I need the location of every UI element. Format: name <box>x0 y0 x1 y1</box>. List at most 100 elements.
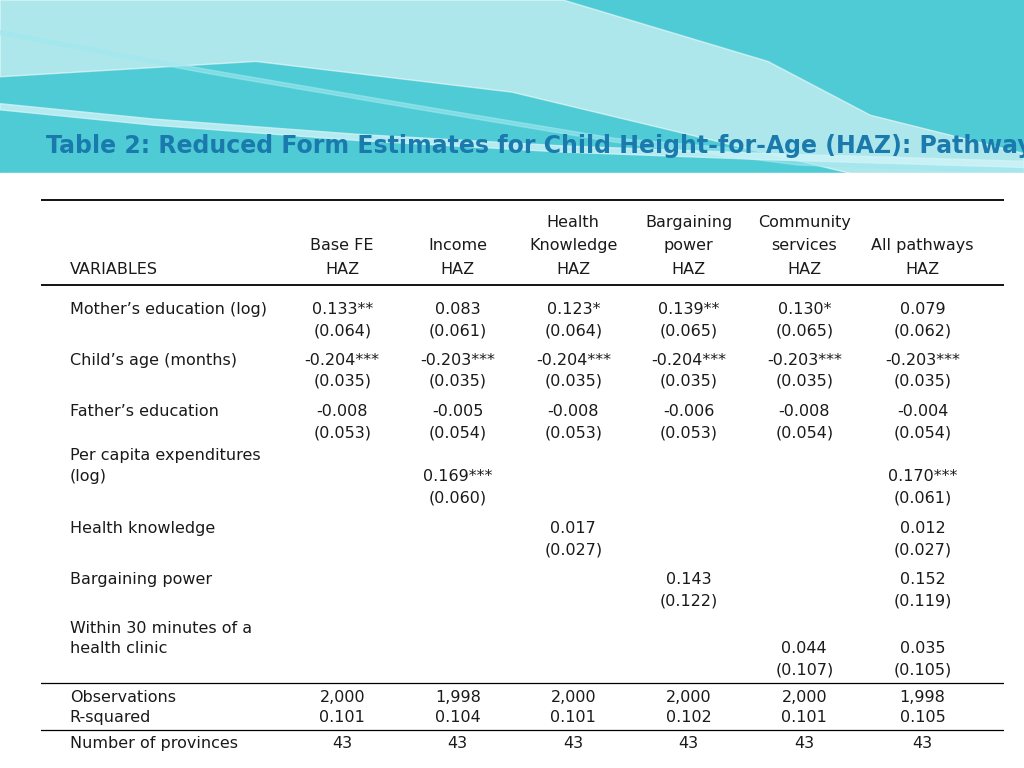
Text: Child’s age (months): Child’s age (months) <box>70 353 237 368</box>
Text: Base FE: Base FE <box>310 238 374 253</box>
Text: 2,000: 2,000 <box>666 690 712 705</box>
Text: (0.053): (0.053) <box>544 425 602 441</box>
Text: 43: 43 <box>332 737 352 751</box>
Polygon shape <box>0 0 1024 173</box>
Text: 0.143: 0.143 <box>666 572 712 588</box>
Text: 43: 43 <box>447 737 468 751</box>
Text: 0.035: 0.035 <box>900 641 945 657</box>
Text: (0.061): (0.061) <box>429 323 486 339</box>
Text: Father’s education: Father’s education <box>70 404 219 419</box>
Text: (0.035): (0.035) <box>894 374 951 389</box>
Text: HAZ: HAZ <box>556 262 590 277</box>
Text: -0.006: -0.006 <box>664 404 715 419</box>
Polygon shape <box>0 173 1024 768</box>
Text: (0.119): (0.119) <box>894 594 952 609</box>
Text: (0.065): (0.065) <box>775 323 834 339</box>
Text: (log): (log) <box>70 469 106 485</box>
Text: 0.169***: 0.169*** <box>423 469 493 485</box>
Text: (0.065): (0.065) <box>659 323 718 339</box>
Text: (0.053): (0.053) <box>659 425 718 441</box>
Text: HAZ: HAZ <box>672 262 706 277</box>
Polygon shape <box>0 0 1024 215</box>
Text: 0.017: 0.017 <box>550 521 596 536</box>
Text: 0.130*: 0.130* <box>777 303 831 317</box>
Text: (0.107): (0.107) <box>775 662 834 677</box>
Text: Knowledge: Knowledge <box>529 238 617 253</box>
Text: health clinic: health clinic <box>70 641 167 657</box>
Text: 0.152: 0.152 <box>900 572 945 588</box>
Polygon shape <box>0 31 1024 173</box>
Text: 0.123*: 0.123* <box>547 303 600 317</box>
Text: (0.054): (0.054) <box>775 425 834 441</box>
Text: 0.102: 0.102 <box>666 710 712 726</box>
Text: HAZ: HAZ <box>905 262 940 277</box>
Text: R-squared: R-squared <box>70 710 152 726</box>
Text: 43: 43 <box>563 737 584 751</box>
Text: 0.083: 0.083 <box>435 303 480 317</box>
Text: -0.204***: -0.204*** <box>536 353 610 368</box>
Text: 0.105: 0.105 <box>900 710 945 726</box>
Text: Number of provinces: Number of provinces <box>70 737 238 751</box>
Text: 2,000: 2,000 <box>551 690 596 705</box>
Text: power: power <box>664 238 714 253</box>
Text: 0.044: 0.044 <box>781 641 827 657</box>
Text: -0.204***: -0.204*** <box>651 353 726 368</box>
Text: 0.101: 0.101 <box>319 710 366 726</box>
Text: (0.061): (0.061) <box>894 491 951 505</box>
Text: Bargaining: Bargaining <box>645 215 732 230</box>
Text: Table 2: Reduced Form Estimates for Child Height-for-Age (HAZ): Pathways Added: Table 2: Reduced Form Estimates for Chil… <box>46 134 1024 158</box>
Text: (0.035): (0.035) <box>313 374 372 389</box>
Text: -0.203***: -0.203*** <box>420 353 496 368</box>
Text: 43: 43 <box>679 737 698 751</box>
Text: 43: 43 <box>795 737 814 751</box>
Text: 0.101: 0.101 <box>781 710 827 726</box>
Text: 2,000: 2,000 <box>319 690 365 705</box>
Text: Community: Community <box>758 215 851 230</box>
Text: -0.008: -0.008 <box>316 404 368 419</box>
Text: 0.170***: 0.170*** <box>888 469 957 485</box>
Text: -0.008: -0.008 <box>778 404 830 419</box>
Text: -0.204***: -0.204*** <box>305 353 380 368</box>
Text: All pathways: All pathways <box>871 238 974 253</box>
Text: 0.139**: 0.139** <box>658 303 720 317</box>
Text: (0.035): (0.035) <box>659 374 718 389</box>
Text: VARIABLES: VARIABLES <box>70 262 158 277</box>
Text: 1,998: 1,998 <box>435 690 480 705</box>
Text: 0.133**: 0.133** <box>311 303 373 317</box>
Text: 0.101: 0.101 <box>550 710 596 726</box>
Text: -0.004: -0.004 <box>897 404 948 419</box>
Text: -0.203***: -0.203*** <box>767 353 842 368</box>
Text: 1,998: 1,998 <box>900 690 945 705</box>
Text: (0.064): (0.064) <box>313 323 372 339</box>
Text: Health knowledge: Health knowledge <box>70 521 215 536</box>
Text: 2,000: 2,000 <box>781 690 827 705</box>
Text: Observations: Observations <box>70 690 176 705</box>
Text: Health: Health <box>547 215 600 230</box>
Text: (0.062): (0.062) <box>894 323 951 339</box>
Text: (0.122): (0.122) <box>659 594 718 609</box>
Text: (0.105): (0.105) <box>894 662 951 677</box>
Text: Income: Income <box>428 238 487 253</box>
Text: (0.054): (0.054) <box>429 425 486 441</box>
Text: (0.054): (0.054) <box>894 425 951 441</box>
Text: HAZ: HAZ <box>440 262 475 277</box>
Text: Bargaining power: Bargaining power <box>70 572 212 588</box>
Text: 43: 43 <box>912 737 933 751</box>
Text: HAZ: HAZ <box>326 262 359 277</box>
Text: (0.035): (0.035) <box>544 374 602 389</box>
Text: 0.079: 0.079 <box>900 303 945 317</box>
Text: (0.035): (0.035) <box>429 374 486 389</box>
Text: (0.035): (0.035) <box>775 374 834 389</box>
Polygon shape <box>0 104 1024 167</box>
Text: -0.005: -0.005 <box>432 404 483 419</box>
Text: (0.064): (0.064) <box>544 323 602 339</box>
Text: Mother’s education (log): Mother’s education (log) <box>70 303 267 317</box>
Text: 0.104: 0.104 <box>435 710 480 726</box>
Text: 0.012: 0.012 <box>900 521 945 536</box>
Text: (0.060): (0.060) <box>429 491 486 505</box>
Text: Within 30 minutes of a: Within 30 minutes of a <box>70 621 252 636</box>
Text: (0.053): (0.053) <box>313 425 372 441</box>
Text: -0.203***: -0.203*** <box>885 353 961 368</box>
Text: Per capita expenditures: Per capita expenditures <box>70 448 260 463</box>
Text: (0.027): (0.027) <box>894 542 951 558</box>
